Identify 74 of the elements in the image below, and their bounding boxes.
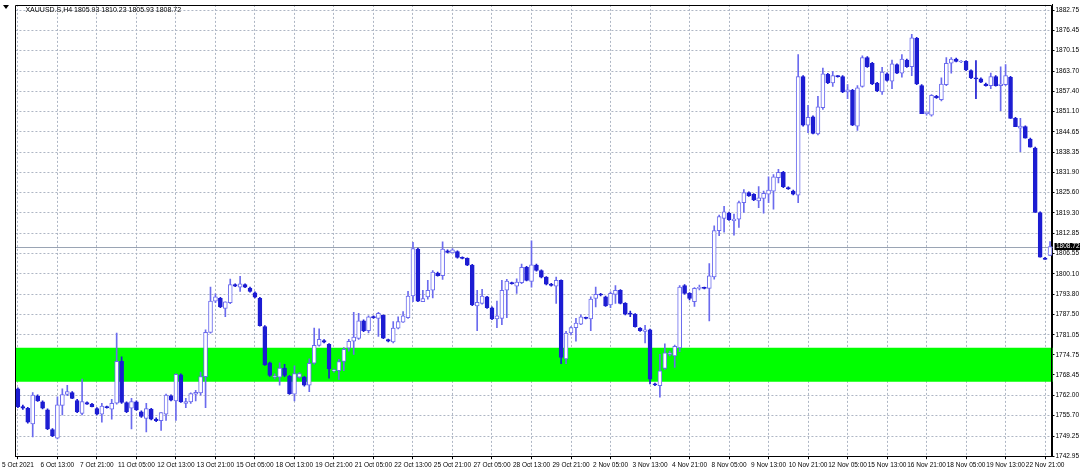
candlestick [529,240,534,288]
candlestick [623,302,628,316]
candlestick [129,398,134,430]
candlestick [766,176,771,203]
candlestick [618,289,623,305]
candlestick [543,276,549,286]
candlestick [1008,75,1013,119]
candlestick [376,311,381,337]
candlestick [677,285,682,353]
candlestick [776,169,781,184]
candlestick [50,428,55,437]
candlestick [524,266,529,282]
candlestick [855,85,860,131]
candlestick [553,276,559,304]
candlestick [455,250,460,259]
candlestick [1003,64,1008,86]
candlestick [440,241,445,280]
candlestick [277,362,282,386]
candlestick [287,375,292,395]
candlestick [771,174,776,210]
candlestick [297,372,302,379]
candlestick [45,408,50,430]
candlestick [539,269,544,279]
candlestick [124,401,129,414]
candlestick [1018,118,1023,152]
candlestick [603,295,608,307]
candlestick [474,289,480,332]
candlestick [687,292,692,301]
candlestick [371,315,376,319]
candlestick [35,394,40,402]
candlestick [282,363,287,377]
candlestick [450,248,455,254]
candlestick [756,186,761,208]
candlestick [114,332,119,405]
candlestick [139,410,144,418]
candlestick [958,60,964,63]
candlestick [292,365,297,402]
candlestick [218,296,223,309]
candlestick [608,291,613,309]
candlestick [381,314,386,340]
candlestick [924,111,929,116]
candlestick [193,390,199,402]
candlestick [435,271,440,277]
candlestick [203,329,208,408]
candlestick [998,66,1003,112]
candlestick [1013,117,1018,128]
candlestick [119,356,124,404]
candlestick [613,285,618,304]
candlestick [198,371,203,396]
candlestick [534,263,539,272]
candlestick [208,286,213,334]
candlestick [850,89,855,127]
candlestick [1023,125,1028,139]
candlestick [919,84,924,114]
candlestick [642,324,648,344]
candlestick [781,171,786,188]
candlestick [351,311,357,355]
candlestick [302,376,307,387]
candlestick [929,94,934,117]
candlestick [519,263,524,284]
candlestick [60,388,65,416]
candlestick [40,400,45,410]
candlestick [366,315,371,334]
candlestick [55,396,60,440]
candlestick [692,287,697,307]
candlestick [134,400,139,411]
candlestick [761,190,766,214]
candlestick [840,75,845,93]
candlestick [682,284,687,295]
candlestick [361,319,366,333]
candlestick [356,312,361,340]
candlestick [845,84,850,99]
candlestick [973,60,979,99]
candlestick [598,293,603,297]
